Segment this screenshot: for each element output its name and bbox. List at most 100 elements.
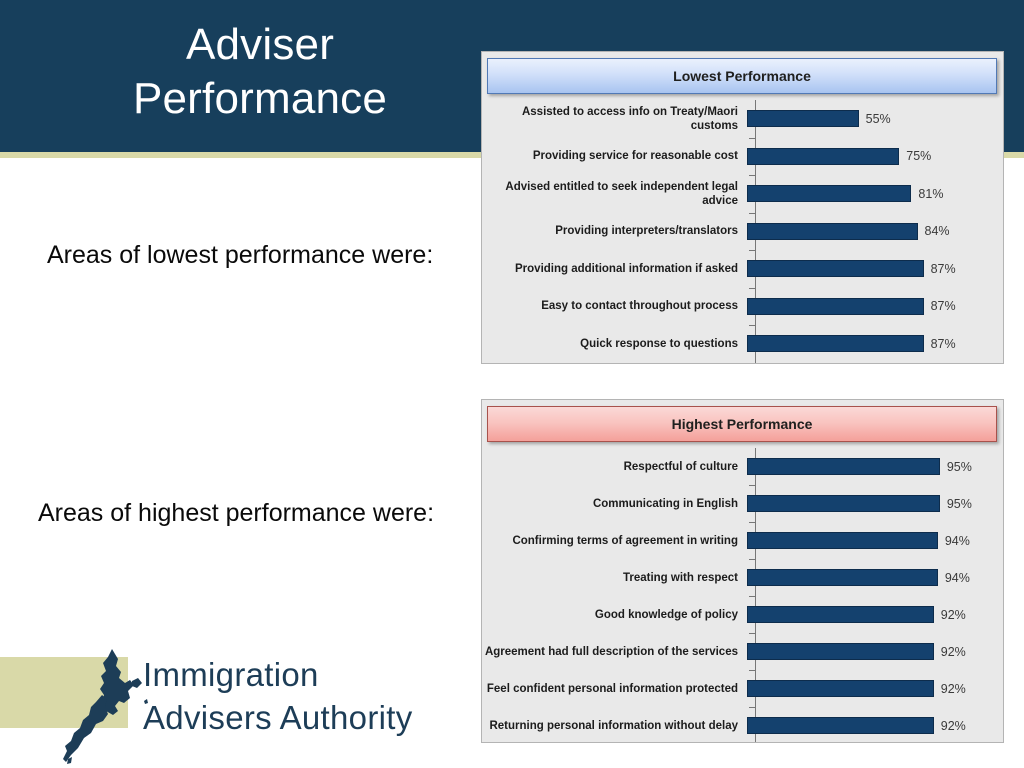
axis-tick xyxy=(749,175,755,176)
bar-value-label: 95% xyxy=(946,459,972,474)
bar-category-label: Good knowledge of policy xyxy=(594,608,738,621)
chart-lowest-title: Lowest Performance xyxy=(487,58,997,94)
bar-row: Easy to contact throughout process 87% xyxy=(482,288,1003,326)
bar-fill xyxy=(747,222,918,240)
page-title: Adviser Performance xyxy=(132,20,388,123)
bar-track: 94% xyxy=(747,522,1003,559)
bar-row: Communicating in English 95% xyxy=(482,485,1003,522)
bar-fill xyxy=(747,110,859,128)
axis-tick xyxy=(749,670,755,671)
logo-text: Immigration Advisers Authority xyxy=(143,656,413,736)
bar-category-label: Respectful of culture xyxy=(623,460,738,473)
bar-track: 92% xyxy=(747,596,1003,633)
bar-value-label: 87% xyxy=(930,336,956,351)
axis-tick xyxy=(749,559,755,560)
bar-value-label: 87% xyxy=(930,261,956,276)
bar-fill xyxy=(747,335,924,353)
bar-value-label: 94% xyxy=(944,533,970,548)
axis-tick xyxy=(749,287,755,289)
bar-value-label: 94% xyxy=(944,570,970,585)
bar-category-label: Easy to contact throughout process xyxy=(541,300,738,313)
bar-fill xyxy=(747,458,940,475)
axis-tick xyxy=(749,325,755,326)
bar-category-label: Providing service for reasonable cost xyxy=(532,150,738,163)
bar-row: Providing additional information if aske… xyxy=(482,250,1003,288)
bar-category-label: Confirming terms of agreement in writing xyxy=(512,534,738,547)
bar-row: Providing interpreters/translators 84% xyxy=(482,213,1003,251)
bar-category-label: Providing interpreters/translators xyxy=(555,225,738,238)
bar-fill xyxy=(747,569,938,586)
bar-value-label: 92% xyxy=(940,718,966,733)
bar-track: 92% xyxy=(747,670,1003,707)
bar-row: Quick response to questions 87% xyxy=(482,325,1003,363)
bar-category-label: Quick response to questions xyxy=(580,337,738,350)
bar-row: Advised entitled to seek independent leg… xyxy=(482,175,1003,213)
chart-lowest-performance: Lowest Performance Assisted to access in… xyxy=(481,51,1004,364)
axis-tick xyxy=(749,485,755,486)
bar-track: 87% xyxy=(747,250,1003,288)
bar-row: Treating with respect 94% xyxy=(482,559,1003,596)
axis-tick xyxy=(749,137,755,139)
bar-row: Assisted to access info on Treaty/Maori … xyxy=(482,100,1003,138)
bar-category-label: Assisted to access info on Treaty/Maori … xyxy=(521,105,738,132)
bar-category-label: Communicating in English xyxy=(592,497,738,510)
bar-value-label: 55% xyxy=(865,111,891,126)
bar-row: Returning personal information without d… xyxy=(482,707,1003,742)
bar-fill xyxy=(747,643,934,660)
bar-category-label: Agreement had full description of the se… xyxy=(484,645,738,658)
bar-track: 95% xyxy=(747,448,1003,485)
bar-fill xyxy=(747,717,934,734)
bar-value-label: 92% xyxy=(940,644,966,659)
bar-track: 84% xyxy=(747,213,1003,251)
bar-fill xyxy=(747,185,912,203)
bar-track: 92% xyxy=(747,707,1003,742)
bar-value-label: 75% xyxy=(906,149,932,164)
bar-track: 55% xyxy=(747,100,1003,138)
bar-row: Feel confident personal information prot… xyxy=(482,670,1003,707)
bar-row: Good knowledge of policy 92% xyxy=(482,596,1003,633)
chart-highest-title: Highest Performance xyxy=(487,406,997,442)
bar-value-label: 81% xyxy=(918,186,944,201)
bar-category-label: Advised entitled to seek independent leg… xyxy=(505,180,738,207)
axis-tick xyxy=(749,522,755,523)
bar-track: 92% xyxy=(747,633,1003,670)
bar-row: Providing service for reasonable cost 75% xyxy=(482,138,1003,176)
bar-category-label: Providing additional information if aske… xyxy=(515,262,738,275)
axis-tick xyxy=(749,212,755,214)
axis-tick xyxy=(749,633,755,634)
axis-tick xyxy=(749,707,755,708)
lead-text-lowest: Areas of lowest performance were: xyxy=(47,241,434,269)
bar-track: 75% xyxy=(747,138,1003,176)
chart-lowest-plot: Assisted to access info on Treaty/Maori … xyxy=(482,100,1003,363)
bar-value-label: 84% xyxy=(924,224,950,239)
bar-row: Confirming terms of agreement in writing… xyxy=(482,522,1003,559)
bar-category-label: Treating with respect xyxy=(622,571,738,584)
bar-fill xyxy=(747,532,938,549)
bar-fill xyxy=(747,297,924,315)
bar-fill xyxy=(747,495,940,512)
bar-value-label: 95% xyxy=(946,496,972,511)
bar-track: 95% xyxy=(747,485,1003,522)
bar-track: 94% xyxy=(747,559,1003,596)
chart-highest-plot: Respectful of culture 95% Communicating in… xyxy=(482,448,1003,742)
bar-row: Agreement had full description of the se… xyxy=(482,633,1003,670)
bar-fill xyxy=(747,680,934,697)
chart-highest-axis xyxy=(755,448,756,742)
bar-track: 81% xyxy=(747,175,1003,213)
bar-fill xyxy=(747,606,934,623)
bar-fill xyxy=(747,147,900,165)
bar-fill xyxy=(747,260,924,278)
bar-category-label: Returning personal information without d… xyxy=(489,719,738,732)
new-zealand-map-icon xyxy=(63,649,148,764)
bar-track: 87% xyxy=(747,325,1003,363)
axis-tick xyxy=(749,596,755,597)
bar-category-label: Feel confident personal information prot… xyxy=(486,682,738,695)
chart-highest-performance: Highest Performance Respectful of cultur… xyxy=(481,399,1004,743)
bar-row: Respectful of culture 95% xyxy=(482,448,1003,485)
bar-track: 87% xyxy=(747,288,1003,326)
bar-value-label: 92% xyxy=(940,681,966,696)
bar-value-label: 87% xyxy=(930,299,956,314)
bar-value-label: 92% xyxy=(940,607,966,622)
axis-tick xyxy=(749,250,755,251)
lead-text-highest: Areas of highest performance were: xyxy=(38,499,435,527)
